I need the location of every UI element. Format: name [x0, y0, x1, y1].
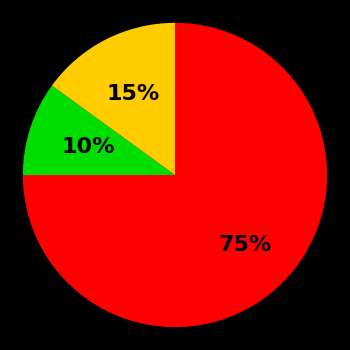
Wedge shape: [23, 85, 175, 175]
Text: 10%: 10%: [61, 137, 115, 157]
Text: 15%: 15%: [107, 84, 160, 104]
Wedge shape: [52, 23, 175, 175]
Text: 75%: 75%: [218, 235, 272, 255]
Wedge shape: [23, 23, 327, 327]
